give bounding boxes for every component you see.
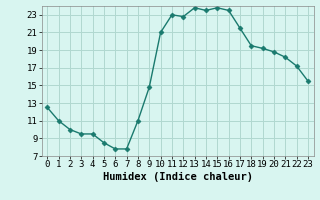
X-axis label: Humidex (Indice chaleur): Humidex (Indice chaleur) <box>103 172 252 182</box>
